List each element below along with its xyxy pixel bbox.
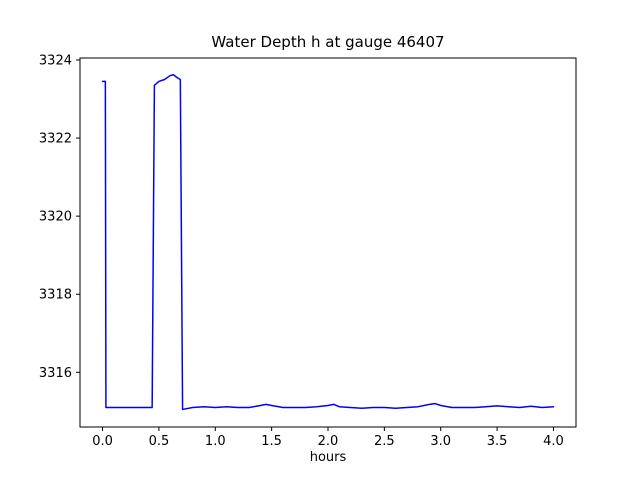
chart-title: Water Depth h at gauge 46407 [211, 33, 445, 51]
x-tick-label: 2.5 [374, 434, 395, 449]
x-tick-label: 1.5 [261, 434, 282, 449]
x-tick-label: 3.5 [487, 434, 508, 449]
y-tick-label: 3316 [39, 366, 72, 381]
x-tick-label: 0.5 [149, 434, 170, 449]
x-tick-label: 3.0 [430, 434, 451, 449]
x-axis-label: hours [309, 450, 347, 465]
x-tick-label: 1.0 [205, 434, 226, 449]
y-tick-label: 3320 [39, 210, 72, 225]
x-tick-label: 0.0 [92, 434, 113, 449]
x-tick-label: 4.0 [543, 434, 564, 449]
x-tick-label: 2.0 [318, 434, 339, 449]
y-tick-label: 3324 [39, 53, 72, 68]
y-tick-label: 3322 [39, 132, 72, 147]
y-tick-label: 3318 [39, 288, 72, 303]
series-line-water-depth-h [101, 74, 555, 411]
